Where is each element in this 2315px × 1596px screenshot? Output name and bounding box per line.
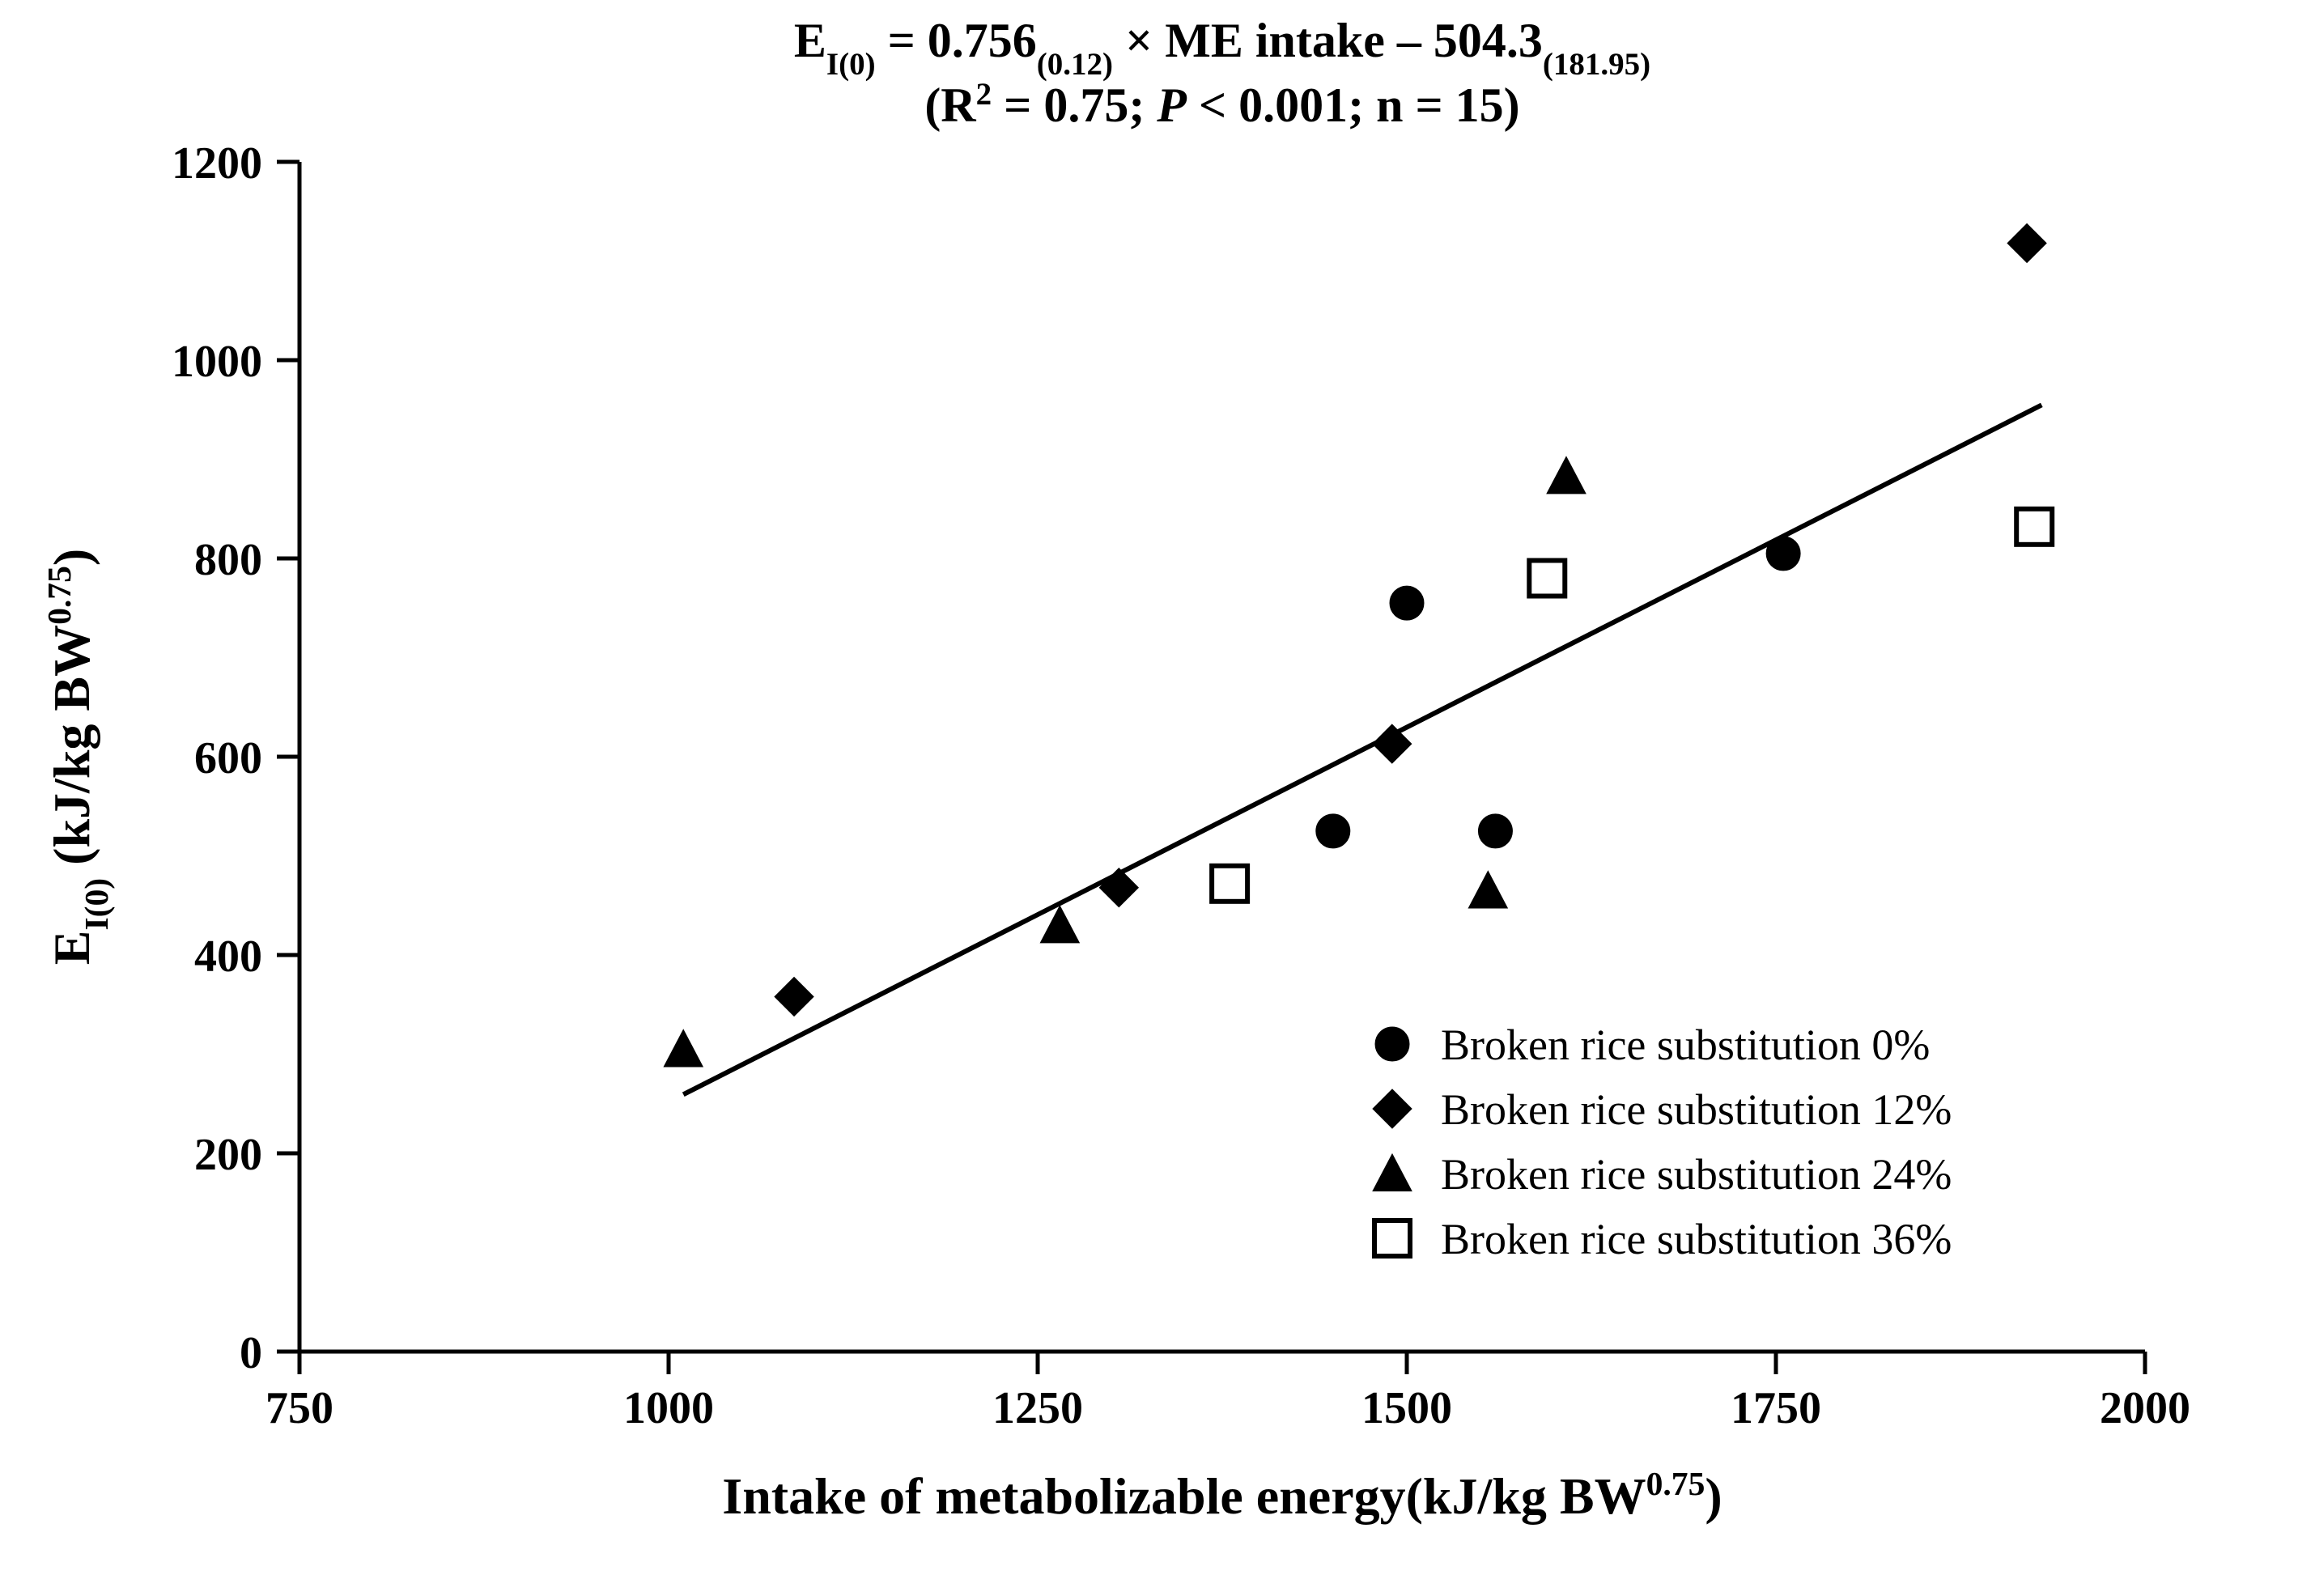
data-point — [1316, 814, 1350, 848]
y-tick-label: 600 — [194, 733, 262, 783]
legend-marker — [1375, 1027, 1409, 1061]
legend-label: Broken rice substitution 24% — [1441, 1150, 1952, 1199]
y-tick-label: 200 — [194, 1130, 262, 1180]
y-tick-label: 0 — [240, 1328, 262, 1378]
legend-label: Broken rice substitution 12% — [1441, 1085, 1952, 1134]
legend-label: Broken rice substitution 0% — [1441, 1021, 1930, 1069]
scatter-chart: 750 1000 1250 1500 1750 2000 0 200 400 600 800 1000… — [0, 0, 2315, 1596]
y-tick-label: 1200 — [172, 138, 262, 189]
x-tick-label: 1500 — [1361, 1383, 1452, 1433]
y-tick-label: 1000 — [172, 337, 262, 387]
x-tick-label: 2000 — [2100, 1383, 2190, 1433]
chart-background — [0, 0, 2315, 1596]
y-tick-label: 800 — [194, 535, 262, 585]
x-tick-label: 1750 — [1731, 1383, 1821, 1433]
equation-line-2: (R2 = 0.75; P < 0.001; n = 15) — [924, 77, 1519, 133]
data-point — [1766, 537, 1800, 571]
legend-label: Broken rice substitution 36% — [1441, 1215, 1952, 1263]
chart-container: 750 1000 1250 1500 1750 2000 0 200 400 600 800 1000… — [0, 0, 2315, 1596]
y-tick-label: 400 — [194, 932, 262, 982]
x-tick-label: 1250 — [992, 1383, 1083, 1433]
data-point — [1478, 814, 1512, 848]
x-axis-label: Intake of metabolizable energy(kJ/kg BW0… — [722, 1465, 1722, 1525]
x-tick-label: 750 — [265, 1383, 333, 1433]
data-point — [1390, 586, 1424, 620]
x-tick-label: 1000 — [623, 1383, 714, 1433]
